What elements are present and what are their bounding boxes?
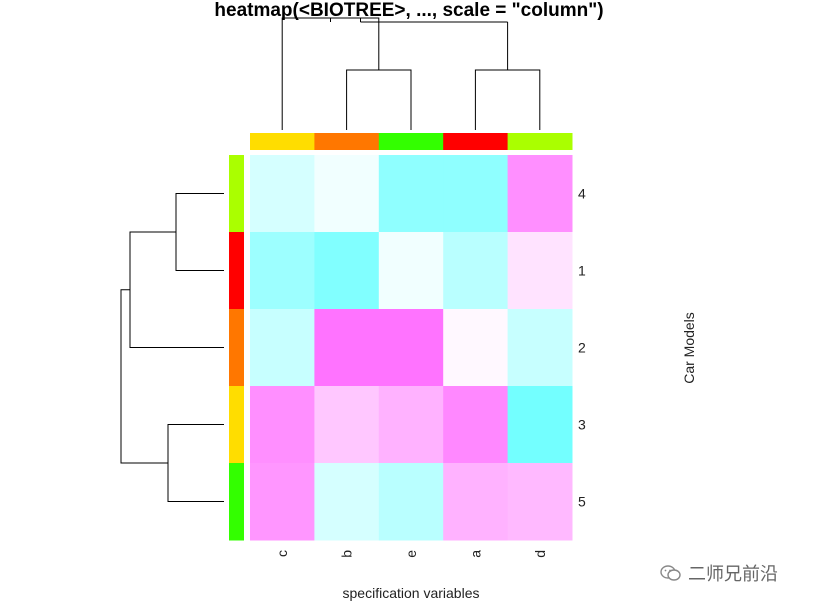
cell-3-d bbox=[507, 386, 573, 464]
x-axis-label: specification variables bbox=[342, 585, 480, 601]
row-label-4: 4 bbox=[578, 186, 586, 202]
cell-1-b bbox=[314, 232, 380, 310]
row-merge-41-2 bbox=[129, 231, 224, 348]
row-dendrogram bbox=[120, 193, 224, 502]
column-dendrogram bbox=[281, 17, 541, 130]
cell-1-c bbox=[250, 232, 315, 310]
wechat-icon bbox=[660, 564, 682, 582]
row-root bbox=[120, 289, 168, 464]
cell-3-b bbox=[314, 386, 380, 464]
cell-5-b bbox=[314, 463, 380, 541]
cell-3-e bbox=[378, 386, 444, 464]
row-color-3 bbox=[229, 386, 244, 464]
cell-4-e bbox=[378, 155, 444, 233]
cell-1-a bbox=[443, 232, 509, 310]
col-merge-c-be bbox=[281, 17, 380, 130]
cell-4-b bbox=[314, 155, 380, 233]
row-label-2: 2 bbox=[578, 340, 586, 356]
cell-2-d bbox=[507, 309, 573, 387]
column-label-e: e bbox=[403, 550, 419, 558]
column-color-d bbox=[507, 133, 573, 150]
cell-1-e bbox=[378, 232, 444, 310]
column-label-b: b bbox=[339, 550, 355, 558]
row-label-1: 1 bbox=[578, 263, 586, 279]
row-color-2 bbox=[229, 309, 244, 387]
watermark-text: 二师兄前沿 bbox=[688, 564, 778, 585]
column-label-c: c bbox=[274, 550, 290, 557]
cell-2-e bbox=[378, 309, 444, 387]
cell-5-c bbox=[250, 463, 315, 541]
row-label-3: 3 bbox=[578, 417, 586, 433]
column-color-c bbox=[250, 133, 315, 150]
col-merge-b-e bbox=[346, 69, 412, 130]
column-color-a bbox=[443, 133, 509, 150]
cell-2-b bbox=[314, 309, 380, 387]
row-color-1 bbox=[229, 232, 244, 310]
row-label-5: 5 bbox=[578, 494, 586, 510]
cell-4-a bbox=[443, 155, 509, 233]
cell-1-d bbox=[507, 232, 573, 310]
cell-5-d bbox=[507, 463, 573, 541]
watermark: 二师兄前沿 bbox=[660, 560, 778, 586]
y-axis-label: Car Models bbox=[681, 312, 697, 384]
cell-3-a bbox=[443, 386, 509, 464]
row-color-5 bbox=[229, 463, 244, 541]
row-side-colors bbox=[229, 155, 244, 541]
cell-2-a bbox=[443, 309, 509, 387]
column-label-a: a bbox=[467, 550, 483, 558]
row-labels: 4 1 2 3 5 bbox=[578, 186, 586, 510]
row-merge-3-5 bbox=[167, 424, 224, 502]
column-side-colors bbox=[250, 133, 573, 150]
column-color-e bbox=[378, 133, 444, 150]
cell-5-a bbox=[443, 463, 509, 541]
heatmap-cells bbox=[250, 155, 573, 541]
cell-2-c bbox=[250, 309, 315, 387]
cell-4-d bbox=[507, 155, 573, 233]
chart-title: heatmap(<BIOTREE>, ..., scale = "column"… bbox=[214, 0, 604, 21]
cell-3-c bbox=[250, 386, 315, 464]
cell-4-c bbox=[250, 155, 315, 233]
col-merge-a-d bbox=[474, 69, 541, 130]
row-merge-4-1 bbox=[175, 193, 224, 271]
column-color-b bbox=[314, 133, 380, 150]
column-label-d: d bbox=[532, 550, 548, 558]
cell-5-e bbox=[378, 463, 444, 541]
row-color-4 bbox=[229, 155, 244, 233]
